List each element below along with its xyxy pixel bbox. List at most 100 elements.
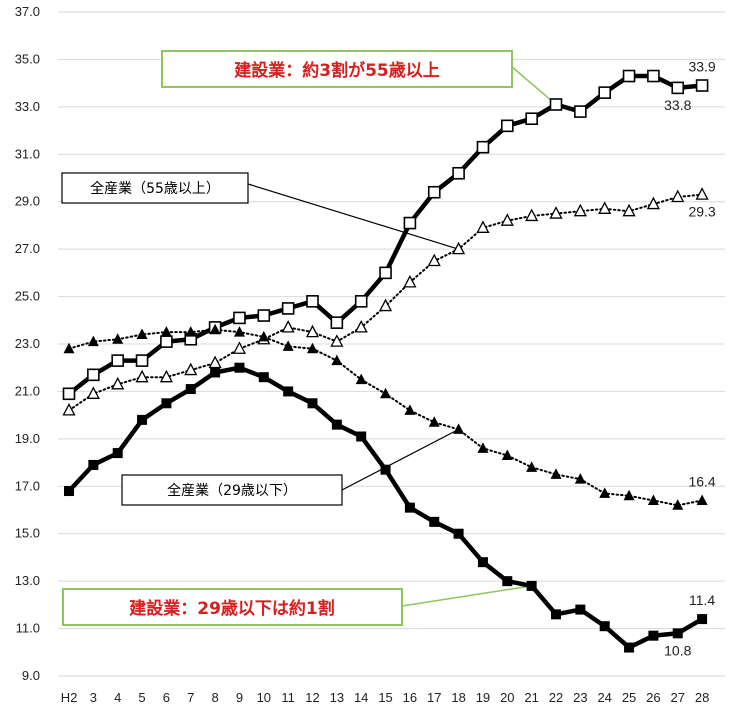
data-point-const55 [135, 354, 149, 367]
data-point-all55 [695, 187, 709, 200]
data-point-all29 [428, 416, 440, 427]
y-tick-label: 35.0 [15, 51, 40, 66]
data-point-all29 [501, 449, 513, 460]
callout-construction-55plus: 建設業：約3割が55歳以上 [161, 50, 513, 88]
data-point-all29 [599, 487, 611, 498]
x-tick-label: 16 [403, 690, 417, 705]
callout-leader-lines [247, 66, 557, 607]
data-point-const55 [525, 112, 538, 126]
x-tick-label: 10 [257, 690, 271, 705]
data-point-all55 [622, 203, 636, 217]
data-point-all55 [62, 402, 76, 416]
data-point-const55 [671, 81, 685, 95]
data-point-const55 [281, 302, 295, 315]
data-point-const55 [574, 105, 587, 118]
data-point-all55 [549, 206, 563, 219]
x-tick-label: 15 [378, 690, 392, 705]
y-axis-ticks: 9.0 11.0 13.0 15.0 17.0 19.0 21.0 23.0 25.0 27.0 2… [15, 4, 40, 683]
data-point-const29 [88, 459, 99, 470]
data-point-const29 [258, 372, 269, 383]
x-tick-label: 22 [549, 690, 563, 705]
data-point-const55 [427, 185, 441, 199]
callout-box [62, 588, 403, 626]
data-point-const29 [112, 448, 123, 459]
data-point-all55 [111, 376, 125, 390]
y-tick-label: 37.0 [15, 4, 40, 19]
data-labels: 33.9 33.8 29.3 16.4 11.4 10.8 [664, 59, 716, 659]
data-point-const55 [330, 316, 344, 329]
callout-leader-line [511, 66, 557, 106]
data-point-const29 [453, 528, 464, 539]
callout-leader-line [401, 585, 532, 607]
callout-all-industry-55plus: 全産業（55歳以上） [61, 172, 249, 204]
data-point-all29 [623, 489, 635, 501]
data-point-all55 [281, 319, 295, 333]
data-point-all55 [354, 319, 368, 333]
data-point-all29 [136, 328, 148, 340]
y-tick-label: 31.0 [15, 146, 40, 161]
data-point-const55 [452, 166, 465, 180]
callout-text: 全産業（55歳以上） [90, 180, 220, 197]
data-point-all55 [598, 201, 612, 214]
callout-leader-line [341, 428, 459, 491]
data-point-const55 [622, 69, 636, 83]
y-tick-label: 23.0 [15, 336, 40, 351]
x-tick-label: 17 [427, 690, 441, 705]
gridlines [58, 11, 725, 677]
x-tick-label: 14 [354, 690, 368, 705]
data-point-all55 [135, 369, 149, 383]
data-label: 10.8 [664, 642, 691, 658]
data-point-all29 [185, 326, 197, 337]
data-point-const55 [647, 69, 660, 83]
data-point-const29 [697, 614, 708, 625]
data-point-all55 [232, 341, 247, 354]
data-point-const55 [695, 79, 709, 92]
x-tick-label: 18 [451, 690, 465, 705]
data-point-const55 [379, 266, 392, 280]
data-point-all29 [526, 461, 538, 472]
data-point-const29 [477, 557, 488, 568]
x-tick-label: 12 [305, 690, 319, 705]
y-tick-label: 29.0 [15, 194, 40, 209]
x-tick-label: 9 [236, 690, 243, 705]
data-point-const29 [185, 384, 196, 395]
x-tick-label: 23 [573, 690, 587, 705]
data-point-const29 [307, 398, 318, 409]
y-tick-label: 27.0 [15, 241, 40, 256]
data-point-const29 [356, 431, 367, 442]
data-point-all55 [525, 208, 539, 222]
series-lines [67, 73, 704, 650]
data-point-const55 [160, 335, 173, 348]
data-label: 33.9 [688, 59, 715, 75]
data-point-all29 [672, 499, 684, 510]
data-point-all55 [646, 196, 660, 210]
data-point-all55 [378, 298, 393, 312]
data-point-all55 [671, 189, 685, 203]
x-tick-label: 4 [114, 690, 121, 705]
data-point-const29 [502, 576, 513, 587]
data-point-const55 [500, 119, 514, 133]
data-point-all29 [112, 333, 124, 344]
data-point-const55 [87, 368, 100, 382]
data-point-all55 [573, 203, 587, 217]
data-point-all29 [87, 335, 99, 347]
callout-text: 建設業：約3割が55歳以上 [234, 60, 440, 81]
data-point-const29 [234, 362, 245, 373]
data-point-all29 [282, 340, 294, 351]
data-point-const29 [648, 630, 659, 641]
callout-all-industry-29under: 全産業（29歳以下） [121, 474, 343, 506]
x-tick-label: 13 [330, 690, 344, 705]
y-tick-label: 17.0 [15, 478, 40, 493]
callout-text: 建設業：29歳以下は約1割 [129, 598, 335, 619]
data-point-all29 [404, 404, 416, 415]
data-point-all55 [86, 386, 100, 399]
data-point-all29 [63, 342, 75, 354]
data-point-all29 [477, 442, 489, 453]
data-point-const29 [404, 502, 415, 513]
callout-box [121, 474, 343, 506]
data-point-const29 [526, 580, 537, 591]
data-point-const55 [62, 387, 76, 401]
data-point-const29 [64, 486, 74, 497]
data-label: 11.4 [689, 592, 715, 608]
